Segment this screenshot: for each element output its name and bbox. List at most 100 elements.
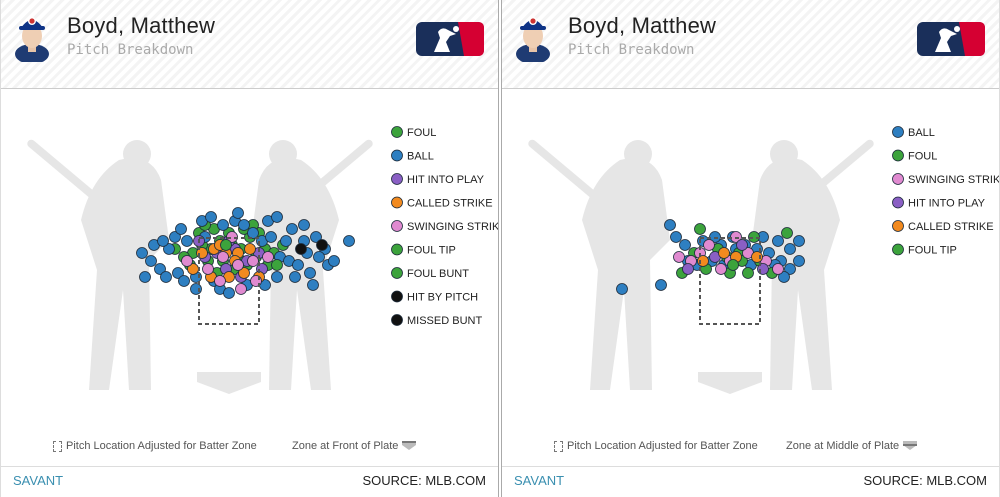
pitch-point-ball	[154, 263, 166, 275]
pitch-point-ball	[223, 287, 235, 299]
legend-marker	[892, 126, 904, 138]
pitch-point-ball	[343, 235, 355, 247]
pitch-point-foul-tip	[727, 259, 739, 271]
pitch-point-ball	[145, 255, 157, 267]
legend-label: FOUL	[407, 127, 436, 139]
legend-label: MISSED BUNT	[407, 315, 482, 327]
pitch-point-ball	[679, 239, 691, 251]
pitch-point-ball	[136, 247, 148, 259]
pitch-point-ball	[328, 255, 340, 267]
pitch-point-swinging-strike	[235, 283, 247, 295]
pitch-point-swinging-strike	[772, 263, 784, 275]
pitch-point-ball	[232, 207, 244, 219]
pitch-point-ball	[310, 231, 322, 243]
zone-reference-note: Zone at Middle of Plate	[786, 440, 918, 452]
pitch-point-ball	[793, 235, 805, 247]
zone-reference-note: Zone at Front of Plate	[292, 440, 417, 452]
panel-front-of-plate: Boyd, Matthew Pitch Breakdown	[0, 0, 499, 497]
legend-label: HIT INTO PLAY	[908, 198, 986, 210]
pitch-point-foul	[742, 267, 754, 279]
mlb-logo	[917, 22, 985, 56]
pitch-point-ball	[178, 275, 190, 287]
pitch-point-ball	[265, 231, 277, 243]
zone-reference-text: Zone at Front of Plate	[292, 440, 399, 452]
panel-header: Boyd, Matthew Pitch Breakdown	[502, 0, 999, 89]
strike-zone-plot: FOUL BALL HIT INTO PLAY CALLED STRIKE SWINGI…	[27, 126, 498, 394]
legend-label: BALL	[908, 127, 935, 139]
legend-marker	[391, 196, 403, 209]
legend-label: CALLED STRIKE	[908, 221, 994, 233]
pitch-point-hit-into-play	[736, 239, 748, 251]
pitch-point-ball	[217, 219, 229, 231]
adjusted-zone-note: Pitch Location Adjusted for Batter Zone	[554, 440, 758, 452]
pitch-point-ball	[298, 219, 310, 231]
plate-middle-icon	[903, 441, 918, 450]
pitch-point-ball	[784, 263, 796, 275]
pitch-point-ball	[772, 235, 784, 247]
pitch-point-swinging-strike	[715, 263, 727, 275]
pitch-point-ball	[160, 271, 172, 283]
pitch-point-ball	[289, 271, 301, 283]
pitch-point-ball	[181, 235, 193, 247]
adjusted-zone-note-text: Pitch Location Adjusted for Batter Zone	[567, 440, 758, 452]
panel-header: Boyd, Matthew Pitch Breakdown	[1, 0, 498, 89]
pitch-point-swinging-strike	[232, 259, 244, 271]
pitch-point-ball	[139, 271, 151, 283]
pitch-points	[136, 207, 355, 299]
source-label: SOURCE: MLB.COM	[863, 473, 987, 488]
pitch-point-swinging-strike	[673, 251, 685, 263]
pitch-point-hit-by-pitch	[316, 239, 328, 251]
adjusted-zone-note: Pitch Location Adjusted for Batter Zone	[53, 440, 257, 452]
home-plate	[698, 372, 762, 394]
home-plate	[197, 372, 261, 394]
legend-label: FOUL	[908, 151, 937, 163]
player-name: Boyd, Matthew	[67, 13, 216, 38]
dashed-box-icon	[53, 440, 62, 452]
pitch-point-swinging-strike	[247, 255, 259, 267]
pitch-point-foul-bunt	[271, 259, 283, 271]
pitch-point-swinging-strike	[703, 239, 715, 251]
legend-label: FOUL TIP	[407, 245, 456, 257]
pitch-point-ball	[286, 223, 298, 235]
legend-label: FOUL TIP	[908, 245, 957, 257]
player-name: Boyd, Matthew	[568, 13, 717, 38]
legend-label: CALLED STRIKE	[407, 198, 493, 210]
pitch-point-ball	[670, 231, 682, 243]
pitch-point-called-strike	[751, 251, 763, 263]
legend-marker	[391, 290, 403, 303]
pitch-point-ball	[616, 283, 628, 295]
pitch-point-called-strike	[718, 247, 730, 259]
zone-reference-text: Zone at Middle of Plate	[786, 440, 900, 452]
strike-zone	[699, 237, 761, 325]
pitch-point-ball	[238, 219, 250, 231]
chart-subtitle: Pitch Breakdown	[67, 42, 194, 58]
legend-marker	[892, 173, 904, 185]
plate-front-icon	[402, 441, 417, 450]
savant-link[interactable]: SAVANT	[514, 473, 565, 488]
legend-marker	[391, 243, 403, 256]
savant-link[interactable]: SAVANT	[13, 473, 64, 488]
pitch-point-ball	[778, 271, 790, 283]
pitch-point-ball	[172, 267, 184, 279]
legend-marker	[892, 149, 904, 162]
pitch-point-ball	[280, 235, 292, 247]
legend-marker	[391, 314, 403, 326]
pitch-point-called-strike	[238, 267, 250, 279]
pitch-point-ball	[247, 227, 259, 239]
pitch-point-ball	[313, 251, 325, 263]
pitch-point-ball	[271, 271, 283, 283]
player-avatar	[15, 17, 49, 62]
pitch-point-ball	[304, 267, 316, 279]
pitch-point-hit-into-play	[682, 263, 694, 275]
source-label: SOURCE: MLB.COM	[362, 473, 486, 488]
legend-marker	[391, 173, 403, 185]
legend-label: HIT BY PITCH	[407, 292, 478, 304]
pitch-point-missed-bunt	[295, 243, 307, 255]
legend-marker	[391, 126, 403, 138]
player-avatar	[516, 17, 550, 62]
pitch-point-swinging-strike	[214, 275, 226, 287]
panel-middle-of-plate: Boyd, Matthew Pitch Breakdown	[501, 0, 1000, 497]
strike-zone	[198, 237, 260, 325]
batter-silhouette-right	[752, 139, 874, 390]
